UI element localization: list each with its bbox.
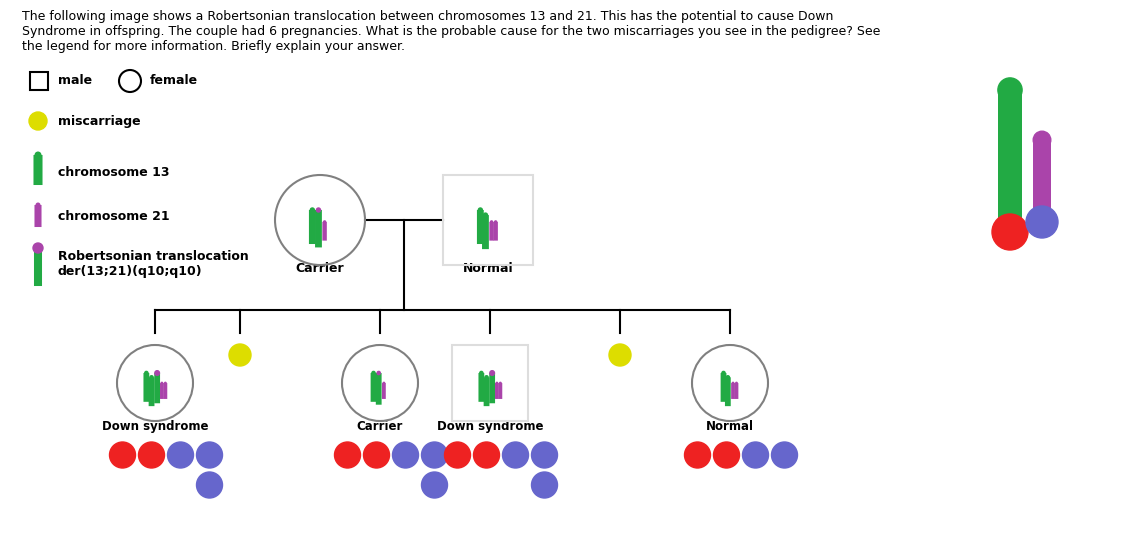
FancyBboxPatch shape — [315, 210, 322, 247]
FancyBboxPatch shape — [493, 222, 498, 240]
Circle shape — [316, 208, 321, 213]
Text: Carrier: Carrier — [357, 420, 404, 433]
Circle shape — [735, 382, 738, 384]
Text: Down syndrome: Down syndrome — [101, 420, 208, 433]
Circle shape — [609, 344, 631, 366]
Circle shape — [998, 78, 1022, 102]
FancyBboxPatch shape — [382, 383, 385, 399]
Circle shape — [323, 220, 326, 224]
FancyBboxPatch shape — [149, 377, 155, 406]
FancyBboxPatch shape — [721, 373, 727, 402]
FancyBboxPatch shape — [33, 155, 42, 185]
FancyBboxPatch shape — [371, 373, 376, 402]
Circle shape — [34, 151, 41, 158]
Circle shape — [1026, 206, 1059, 238]
Circle shape — [33, 243, 43, 253]
FancyBboxPatch shape — [495, 383, 499, 399]
Circle shape — [496, 382, 498, 384]
Circle shape — [714, 442, 739, 468]
Circle shape — [1034, 131, 1051, 149]
FancyBboxPatch shape — [164, 383, 167, 399]
Circle shape — [493, 220, 497, 224]
Circle shape — [531, 442, 557, 468]
Text: miscarriage: miscarriage — [58, 114, 141, 128]
Circle shape — [422, 472, 448, 498]
Circle shape — [499, 382, 501, 384]
Circle shape — [422, 442, 448, 468]
Circle shape — [197, 472, 223, 498]
Circle shape — [991, 214, 1028, 250]
Text: Down syndrome: Down syndrome — [437, 420, 543, 433]
Circle shape — [731, 382, 735, 384]
Circle shape — [721, 371, 725, 375]
Circle shape — [445, 442, 471, 468]
Text: der(13;21)(q10;q10): der(13;21)(q10;q10) — [58, 266, 202, 279]
Circle shape — [490, 371, 495, 375]
Circle shape — [35, 203, 41, 208]
Circle shape — [684, 442, 711, 468]
Circle shape — [167, 442, 193, 468]
Circle shape — [483, 212, 488, 218]
Circle shape — [229, 344, 251, 366]
Circle shape — [144, 371, 149, 375]
Circle shape — [478, 208, 483, 213]
Circle shape — [725, 375, 730, 379]
Circle shape — [309, 208, 315, 213]
FancyBboxPatch shape — [376, 373, 382, 405]
FancyBboxPatch shape — [155, 373, 160, 403]
Circle shape — [473, 442, 499, 468]
FancyBboxPatch shape — [483, 377, 489, 406]
Circle shape — [139, 442, 165, 468]
FancyBboxPatch shape — [476, 210, 483, 244]
FancyBboxPatch shape — [309, 210, 316, 244]
Circle shape — [376, 371, 381, 375]
FancyBboxPatch shape — [160, 383, 164, 399]
FancyBboxPatch shape — [34, 248, 42, 286]
FancyBboxPatch shape — [735, 383, 738, 399]
FancyBboxPatch shape — [34, 205, 42, 227]
Circle shape — [772, 442, 797, 468]
FancyBboxPatch shape — [998, 89, 1022, 221]
FancyBboxPatch shape — [489, 222, 493, 240]
Circle shape — [149, 375, 153, 379]
FancyBboxPatch shape — [479, 373, 484, 402]
Circle shape — [155, 371, 159, 375]
Circle shape — [30, 112, 47, 130]
Bar — [453, 345, 528, 421]
Circle shape — [371, 371, 376, 375]
Bar — [443, 175, 533, 265]
FancyBboxPatch shape — [482, 215, 489, 249]
FancyBboxPatch shape — [731, 383, 735, 399]
Text: The following image shows a Robertsonian translocation between chromosomes 13 an: The following image shows a Robertsonian… — [22, 10, 880, 53]
Text: chromosome 13: chromosome 13 — [58, 165, 169, 178]
Circle shape — [164, 382, 167, 384]
Circle shape — [382, 382, 385, 384]
FancyBboxPatch shape — [489, 373, 495, 403]
Circle shape — [484, 375, 489, 379]
FancyBboxPatch shape — [1034, 139, 1051, 211]
FancyBboxPatch shape — [143, 373, 149, 402]
Text: Normal: Normal — [706, 420, 754, 433]
Bar — [30, 72, 48, 90]
Circle shape — [364, 442, 390, 468]
Circle shape — [160, 382, 164, 384]
Circle shape — [197, 442, 223, 468]
Text: female: female — [150, 74, 198, 87]
Circle shape — [531, 472, 557, 498]
Text: Normal: Normal — [463, 262, 513, 275]
Circle shape — [109, 442, 135, 468]
Text: chromosome 21: chromosome 21 — [58, 210, 169, 223]
FancyBboxPatch shape — [725, 377, 731, 406]
Text: Robertsonian translocation: Robertsonian translocation — [58, 251, 249, 264]
Circle shape — [334, 442, 360, 468]
Circle shape — [742, 442, 769, 468]
FancyBboxPatch shape — [323, 222, 326, 240]
FancyBboxPatch shape — [498, 383, 503, 399]
Circle shape — [503, 442, 529, 468]
Circle shape — [479, 371, 483, 375]
Text: Carrier: Carrier — [296, 262, 345, 275]
Text: male: male — [58, 74, 92, 87]
Circle shape — [490, 220, 493, 224]
Circle shape — [392, 442, 418, 468]
